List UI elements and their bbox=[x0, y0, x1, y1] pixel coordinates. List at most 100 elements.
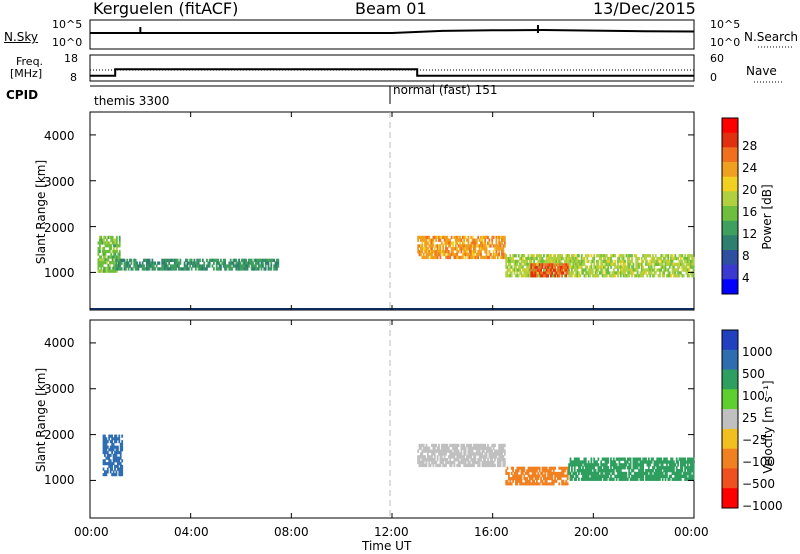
heat-cell bbox=[561, 274, 563, 278]
heat-cell bbox=[113, 252, 115, 256]
heat-cell bbox=[99, 261, 101, 265]
heat-cell bbox=[617, 262, 619, 266]
heat-cell bbox=[428, 252, 431, 257]
heat-cell bbox=[678, 254, 681, 258]
heat-cell bbox=[587, 466, 590, 470]
heat-cell bbox=[113, 249, 115, 254]
heat-cell bbox=[474, 460, 477, 465]
heat-cell bbox=[104, 235, 107, 239]
heat-cell bbox=[638, 463, 640, 467]
heat-cell bbox=[550, 274, 552, 278]
heat-cell bbox=[681, 265, 684, 269]
heat-cell bbox=[443, 446, 446, 450]
heat-cell bbox=[632, 457, 635, 461]
heat-cell bbox=[667, 259, 670, 264]
heat-cell bbox=[671, 254, 674, 258]
heat-cell bbox=[621, 477, 624, 481]
heat-cell bbox=[680, 271, 682, 275]
power-cbar-tick-24: 24 bbox=[742, 161, 758, 175]
heat-cell bbox=[111, 241, 114, 245]
heat-cell bbox=[625, 265, 628, 269]
heat-cell bbox=[498, 458, 501, 462]
heat-cell bbox=[638, 469, 640, 473]
heat-cell bbox=[491, 452, 494, 456]
heat-cell bbox=[418, 235, 421, 240]
heat-cell bbox=[418, 443, 421, 448]
heat-cell bbox=[116, 249, 118, 254]
heat-cell bbox=[583, 262, 586, 266]
heat-cell bbox=[118, 238, 121, 242]
heat-cell bbox=[108, 255, 111, 259]
heat-cell bbox=[688, 274, 691, 278]
heat-cell bbox=[625, 477, 628, 481]
velocity-colorbar-swatch bbox=[722, 330, 738, 351]
heat-cell bbox=[127, 267, 130, 271]
heat-cell bbox=[236, 267, 239, 271]
heat-cell bbox=[571, 268, 573, 272]
heat-cell bbox=[439, 238, 442, 242]
heat-cell bbox=[650, 265, 653, 269]
heat-cell bbox=[684, 474, 686, 478]
heat-cell bbox=[631, 265, 633, 269]
heat-cell bbox=[158, 267, 161, 271]
heat-cell bbox=[531, 471, 534, 475]
heat-cell bbox=[659, 471, 661, 476]
heat-cell bbox=[229, 261, 232, 265]
heat-cell bbox=[495, 247, 498, 251]
power-cbar-tick-4: 4 bbox=[742, 271, 750, 285]
heat-cell bbox=[503, 449, 506, 453]
heat-cell bbox=[544, 274, 547, 278]
heat-cell bbox=[457, 458, 460, 462]
heat-cell bbox=[608, 471, 611, 476]
heat-cell bbox=[509, 265, 512, 269]
heat-cell bbox=[689, 469, 692, 473]
heat-cell bbox=[464, 452, 467, 456]
heat-cell bbox=[653, 471, 656, 476]
heat-cell bbox=[540, 254, 542, 258]
heat-cell bbox=[100, 235, 103, 239]
heat-cell bbox=[689, 474, 692, 478]
heat-cell bbox=[119, 261, 122, 265]
heat-cell bbox=[576, 463, 579, 467]
heat-cell bbox=[559, 477, 562, 481]
heat-cell bbox=[573, 469, 576, 473]
heat-cell bbox=[470, 443, 473, 448]
heat-cell bbox=[561, 268, 563, 272]
heat-cell bbox=[668, 262, 671, 266]
heat-cell bbox=[420, 455, 422, 459]
heat-cell bbox=[571, 254, 573, 258]
heat-cell bbox=[593, 463, 596, 467]
heat-cell bbox=[453, 446, 456, 450]
heat-cell bbox=[692, 265, 695, 269]
heat-cell bbox=[218, 261, 221, 265]
heat-cell bbox=[677, 474, 679, 478]
heat-cell bbox=[601, 265, 604, 269]
heat-cell bbox=[119, 264, 122, 268]
velocity-ytick-1000: 1000 bbox=[44, 473, 75, 487]
heat-cell bbox=[446, 446, 449, 450]
heat-cell bbox=[243, 267, 246, 271]
heat-cell bbox=[631, 474, 633, 478]
heat-cell bbox=[104, 258, 107, 262]
heat-cell bbox=[433, 460, 436, 465]
heat-cell bbox=[550, 263, 552, 267]
heat-cell bbox=[604, 463, 607, 467]
heat-cell bbox=[452, 452, 454, 456]
heat-cell bbox=[116, 235, 118, 239]
heat-cell bbox=[471, 244, 474, 248]
heat-cell bbox=[591, 466, 594, 470]
heat-cell bbox=[116, 238, 118, 242]
heat-cell bbox=[547, 259, 549, 264]
heat-cell bbox=[471, 252, 474, 257]
heat-cell bbox=[516, 271, 519, 275]
heat-cell bbox=[152, 261, 155, 265]
heat-cell bbox=[104, 459, 106, 463]
heat-cell bbox=[474, 250, 477, 254]
heat-cell bbox=[533, 259, 535, 264]
velocity-colorbar bbox=[722, 330, 738, 509]
heat-cell bbox=[650, 259, 653, 264]
heat-cell bbox=[674, 474, 677, 478]
heat-cell bbox=[117, 462, 119, 466]
heat-cell bbox=[480, 255, 482, 260]
heat-cell bbox=[580, 271, 583, 275]
